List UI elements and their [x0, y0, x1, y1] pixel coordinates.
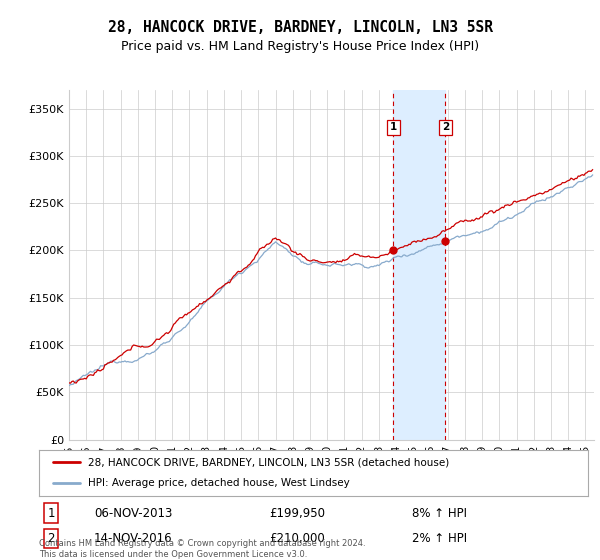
Text: 28, HANCOCK DRIVE, BARDNEY, LINCOLN, LN3 5SR (detached house): 28, HANCOCK DRIVE, BARDNEY, LINCOLN, LN3…: [88, 457, 449, 467]
Text: HPI: Average price, detached house, West Lindsey: HPI: Average price, detached house, West…: [88, 478, 350, 488]
Text: 8% ↑ HPI: 8% ↑ HPI: [412, 507, 467, 520]
Text: £199,950: £199,950: [269, 507, 326, 520]
Bar: [394, 90, 445, 440]
Text: 06-NOV-2013: 06-NOV-2013: [94, 507, 172, 520]
Text: Price paid vs. HM Land Registry's House Price Index (HPI): Price paid vs. HM Land Registry's House …: [121, 40, 479, 53]
Text: Contains HM Land Registry data © Crown copyright and database right 2024.
This d: Contains HM Land Registry data © Crown c…: [39, 539, 365, 559]
Text: 1: 1: [390, 123, 397, 132]
Text: 28, HANCOCK DRIVE, BARDNEY, LINCOLN, LN3 5SR: 28, HANCOCK DRIVE, BARDNEY, LINCOLN, LN3…: [107, 20, 493, 35]
Text: 2% ↑ HPI: 2% ↑ HPI: [412, 532, 467, 545]
Text: 14-NOV-2016: 14-NOV-2016: [94, 532, 173, 545]
Text: 1: 1: [47, 507, 55, 520]
Text: 2: 2: [47, 532, 55, 545]
Text: 2: 2: [442, 123, 449, 132]
Text: £210,000: £210,000: [269, 532, 325, 545]
